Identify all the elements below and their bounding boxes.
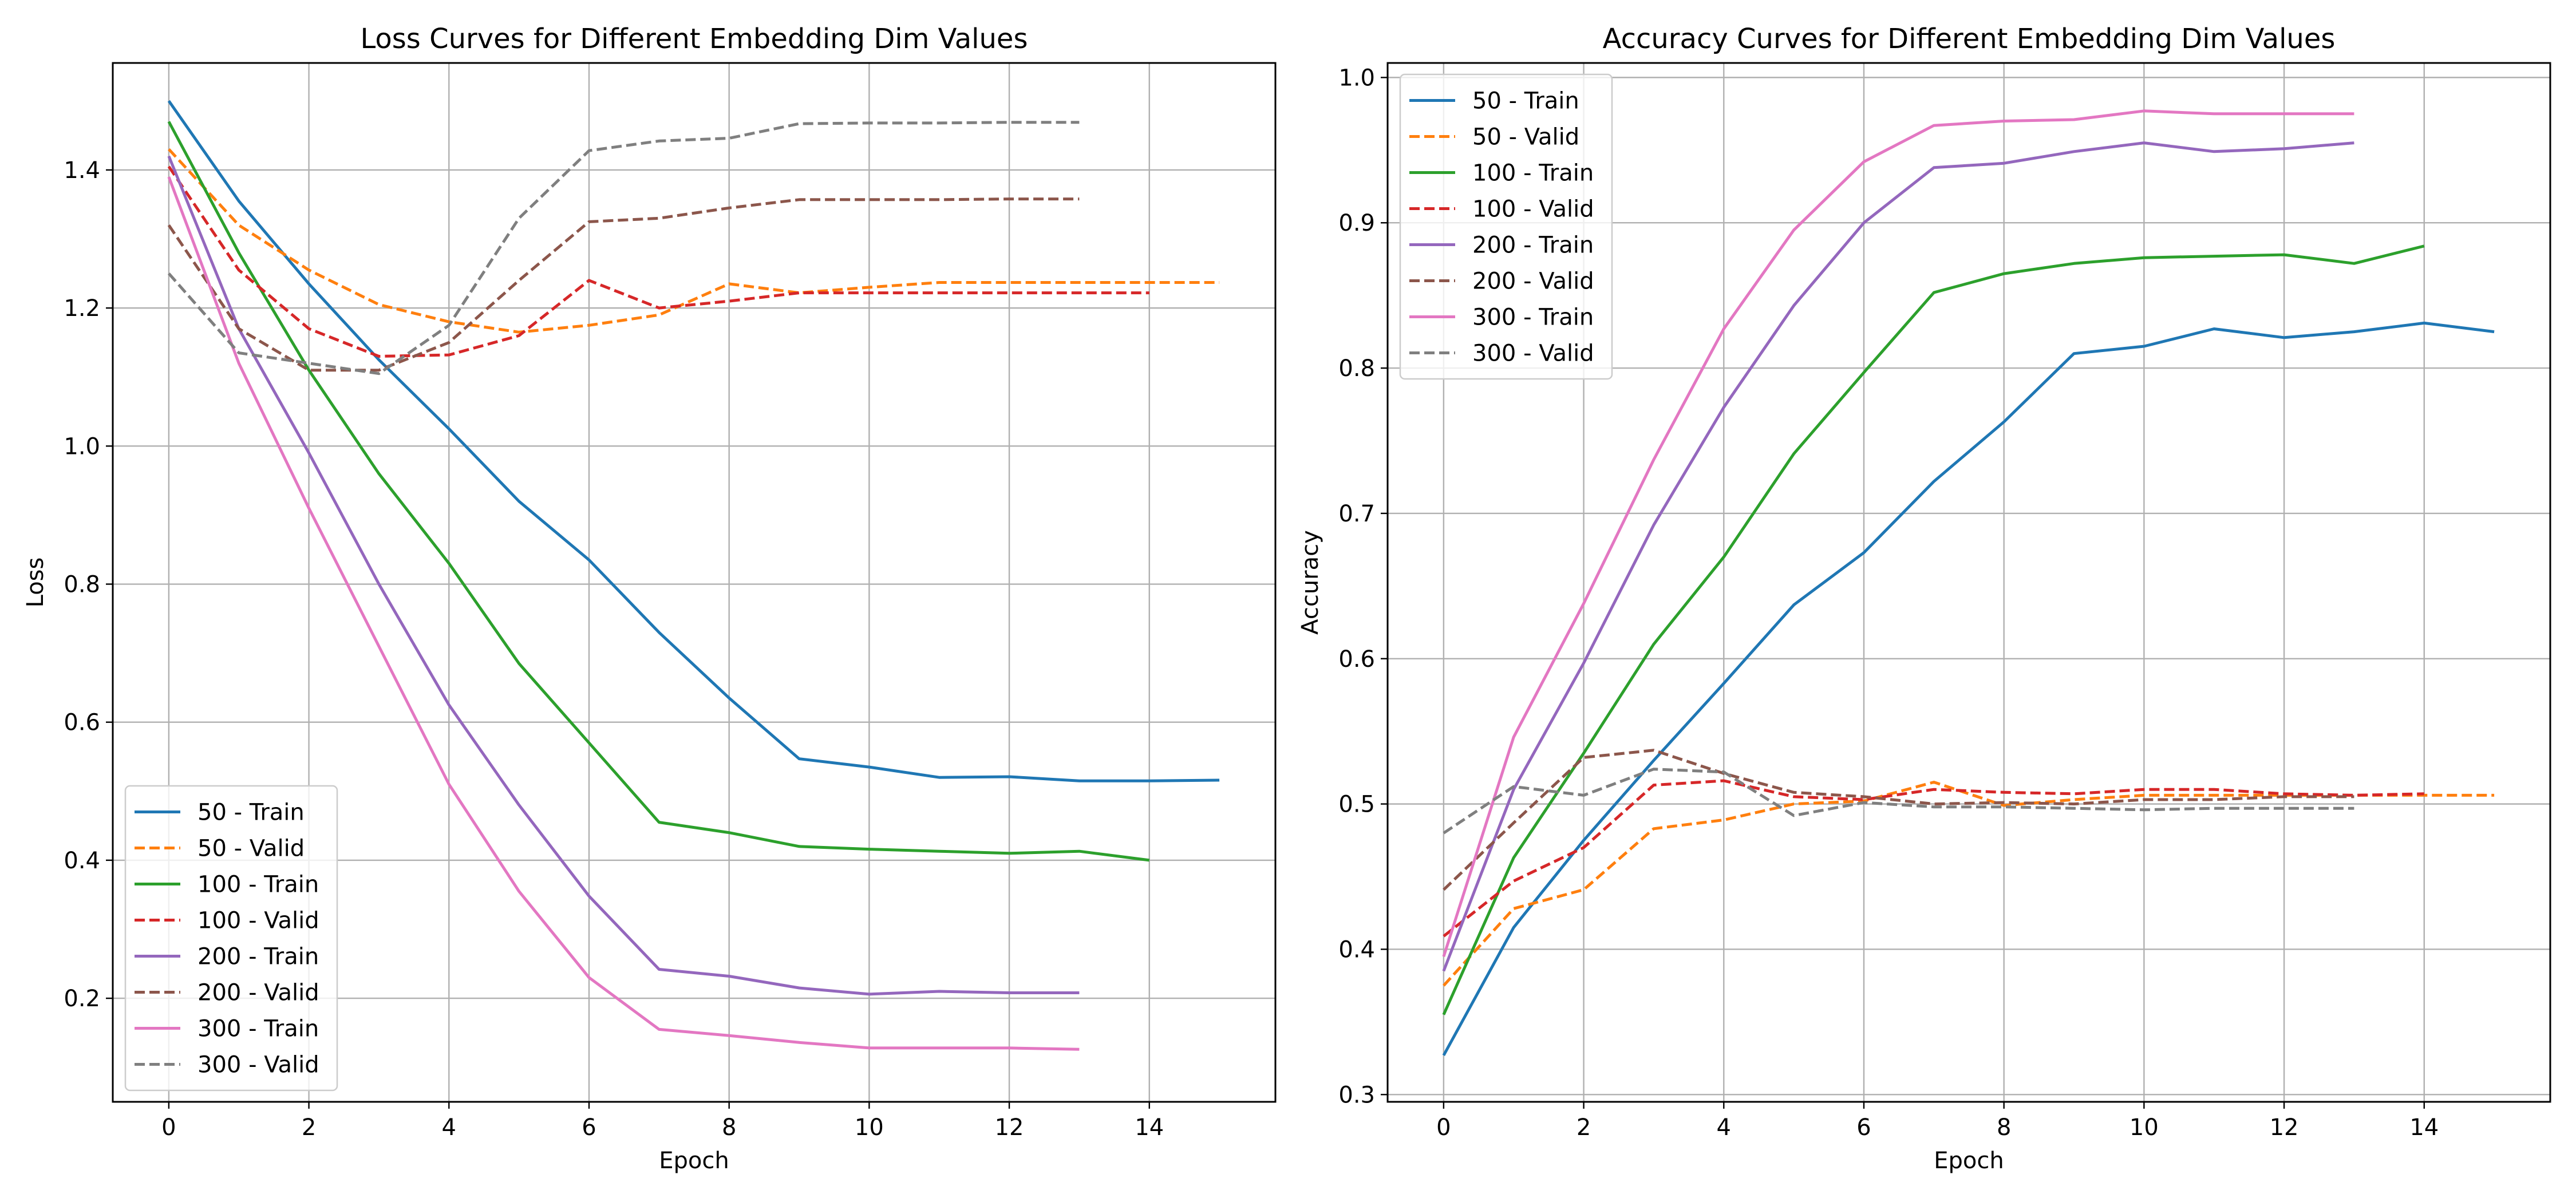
accuracy-series-100-train: [1442, 244, 2425, 1015]
loss-x-tick-label: 8: [722, 1114, 736, 1141]
accuracy-legend: 50 - Train 50 - Valid 100 - Train 100 - Val…: [1399, 73, 1613, 380]
loss-series-200-train: [167, 155, 1080, 996]
loss-x-tick-label: 0: [161, 1114, 176, 1141]
loss-x-tick-label: 14: [1135, 1114, 1164, 1141]
accuracy-x-tick-label: 10: [2129, 1114, 2159, 1141]
accuracy-x-tick-label: 8: [1997, 1114, 2011, 1141]
accuracy-y-tick-label: 0.3: [1338, 1082, 1375, 1108]
accuracy-legend-label: 100 - Valid: [1472, 196, 1594, 223]
accuracy-legend-box: [1399, 73, 1613, 380]
accuracy-y-axis-label: Accuracy: [1297, 530, 1323, 635]
loss-legend-label: 300 - Train: [197, 1016, 319, 1042]
loss-x-tick-label: 10: [855, 1114, 884, 1141]
accuracy-x-tick-label: 6: [1856, 1114, 1871, 1141]
loss-legend: 50 - Train 50 - Valid 100 - Train 100 - Val…: [124, 785, 338, 1092]
accuracy-x-tick-label: 2: [1577, 1114, 1591, 1141]
accuracy-legend-label: 300 - Train: [1472, 305, 1594, 331]
accuracy-x-axis-label: Epoch: [1934, 1148, 2004, 1174]
accuracy-x-tick-label: 14: [2409, 1114, 2439, 1141]
loss-x-tick-label: 4: [442, 1114, 456, 1141]
accuracy-legend-label: 200 - Train: [1472, 232, 1594, 259]
loss-x-tick-label: 6: [582, 1114, 596, 1141]
loss-legend-label: 200 - Valid: [197, 980, 319, 1006]
loss-legend-label: 50 - Valid: [197, 836, 305, 862]
accuracy-legend-label: 200 - Valid: [1472, 268, 1594, 295]
loss-x-axis-label: Epoch: [659, 1148, 729, 1174]
accuracy-y-tick-label: 0.9: [1338, 210, 1375, 236]
loss-legend-label: 200 - Train: [197, 944, 319, 970]
loss-y-tick-label: 0.2: [64, 986, 100, 1012]
accuracy-legend-label: 50 - Valid: [1472, 124, 1579, 151]
loss-y-tick-label: 1.2: [64, 295, 100, 322]
accuracy-x-tick-label: 0: [1436, 1114, 1451, 1141]
accuracy-y-tick-label: 0.6: [1338, 646, 1375, 673]
loss-plot-frame: [112, 62, 1277, 1103]
loss-series-50-train: [167, 100, 1220, 782]
accuracy-series-50-valid: [1443, 781, 2495, 987]
accuracy-chart-title: Accuracy Curves for Different Embedding …: [1603, 23, 2336, 55]
accuracy-series-100-valid: [1443, 779, 2424, 938]
loss-legend-label: 50 - Train: [197, 800, 305, 826]
accuracy-series-200-train: [1442, 141, 2354, 972]
loss-legend-label: 100 - Valid: [197, 908, 319, 934]
loss-chart: 0 2 4 6 8 10 12 14 0.2 0.4 0.6 0.8 1.0 1.2 1.4 Loss Cu…: [22, 23, 1277, 1174]
accuracy-y-tick-label: 0.8: [1338, 355, 1375, 382]
loss-x-tick-label: 12: [995, 1114, 1024, 1141]
accuracy-x-tick-label: 4: [1717, 1114, 1731, 1141]
accuracy-series-300-valid: [1443, 768, 2354, 835]
loss-y-tick-label: 0.4: [64, 848, 100, 874]
accuracy-legend-label: 100 - Train: [1472, 160, 1594, 187]
loss-y-tick-label: 1.4: [64, 157, 100, 184]
loss-series-300-valid: [168, 121, 1080, 375]
loss-y-tick-label: 0.8: [64, 572, 100, 598]
accuracy-legend-label: 50 - Train: [1472, 88, 1579, 114]
accuracy-y-tick-label: 1.0: [1338, 65, 1375, 91]
loss-y-axis-label: Loss: [22, 557, 49, 608]
accuracy-y-tick-label: 0.5: [1338, 792, 1375, 818]
accuracy-chart: 0 2 4 6 8 10 12 14 0.3 0.4 0.5 0.6 0.7 0.8 0.9 1.0 Accu…: [1297, 23, 2551, 1174]
loss-legend-label: 100 - Train: [197, 872, 319, 898]
loss-y-tick-label: 0.6: [64, 710, 100, 736]
accuracy-y-tick-label: 0.4: [1338, 936, 1375, 963]
loss-series-50-valid: [168, 148, 1220, 334]
loss-y-tick-label: 1.0: [64, 433, 100, 460]
accuracy-plot-frame: [1386, 62, 2551, 1103]
loss-chart-title: Loss Curves for Different Embedding Dim …: [361, 23, 1028, 55]
accuracy-series-50-train: [1442, 321, 2495, 1057]
accuracy-series-200-valid: [1443, 749, 2354, 891]
loss-series-300-train: [167, 176, 1080, 1051]
loss-series-100-valid: [167, 165, 1149, 358]
loss-legend-box: [124, 785, 338, 1092]
accuracy-x-tick-label: 12: [2270, 1114, 2299, 1141]
loss-series-200-valid: [167, 197, 1080, 372]
loss-legend-label: 300 - Valid: [197, 1052, 319, 1078]
loss-x-tick-label: 2: [302, 1114, 316, 1141]
accuracy-legend-label: 300 - Valid: [1472, 341, 1594, 367]
loss-series-100-train: [167, 121, 1150, 862]
accuracy-series-300-train: [1442, 109, 2354, 957]
accuracy-y-tick-label: 0.7: [1338, 501, 1375, 527]
